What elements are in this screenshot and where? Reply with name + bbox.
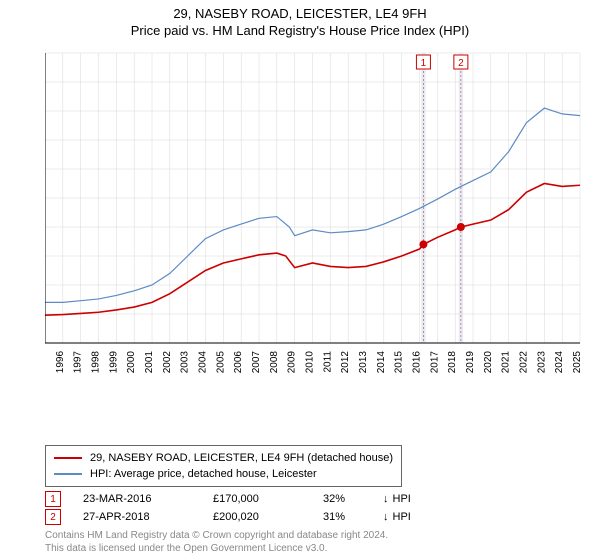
svg-text:2003: 2003 <box>180 351 191 374</box>
sales-table: 1 23-MAR-2016 £170,000 32% ↓ HPI 2 27-AP… <box>45 490 411 526</box>
arrow-down-icon: ↓ <box>383 511 389 523</box>
hpi-label: HPI <box>393 493 411 505</box>
marker-1: 1 <box>45 491 61 507</box>
svg-text:2023: 2023 <box>536 351 547 374</box>
legend-label: 29, NASEBY ROAD, LEICESTER, LE4 9FH (det… <box>90 452 393 464</box>
svg-text:2025: 2025 <box>572 351 583 374</box>
svg-text:2009: 2009 <box>287 351 298 374</box>
svg-text:2010: 2010 <box>305 351 316 374</box>
svg-text:2004: 2004 <box>198 351 209 374</box>
svg-text:1: 1 <box>421 58 427 69</box>
sale-row-1: 1 23-MAR-2016 £170,000 32% ↓ HPI <box>45 490 411 508</box>
sale-price: £170,000 <box>213 493 323 505</box>
legend-label: HPI: Average price, detached house, Leic… <box>90 468 317 480</box>
svg-text:2008: 2008 <box>269 351 280 374</box>
svg-text:1998: 1998 <box>91 351 102 374</box>
svg-text:2005: 2005 <box>215 351 226 374</box>
title-subtitle: Price paid vs. HM Land Registry's House … <box>0 23 600 38</box>
svg-text:2022: 2022 <box>519 351 530 374</box>
svg-text:2011: 2011 <box>322 351 333 373</box>
svg-text:2000: 2000 <box>126 351 137 374</box>
svg-text:2021: 2021 <box>501 351 512 374</box>
svg-text:2016: 2016 <box>412 351 423 374</box>
footer-line2: This data is licensed under the Open Gov… <box>45 543 388 556</box>
svg-text:2002: 2002 <box>162 351 173 374</box>
sale-row-2: 2 27-APR-2018 £200,020 31% ↓ HPI <box>45 508 411 526</box>
price-chart: £0£50K£100K£150K£200K£250K£300K£350K£400… <box>45 48 585 398</box>
chart-title: 29, NASEBY ROAD, LEICESTER, LE4 9FH Pric… <box>0 0 600 38</box>
svg-text:2019: 2019 <box>465 351 476 374</box>
svg-text:2017: 2017 <box>429 351 440 374</box>
sale-pct: 32% <box>323 493 383 505</box>
svg-text:2015: 2015 <box>394 351 405 374</box>
arrow-down-icon: ↓ <box>383 493 389 505</box>
svg-text:2001: 2001 <box>144 351 155 374</box>
sale-pct: 31% <box>323 511 383 523</box>
svg-text:1996: 1996 <box>55 351 66 374</box>
title-address: 29, NASEBY ROAD, LEICESTER, LE4 9FH <box>0 6 600 21</box>
legend-item-hpi: HPI: Average price, detached house, Leic… <box>54 466 393 482</box>
svg-text:2: 2 <box>458 58 464 69</box>
svg-text:2006: 2006 <box>233 351 244 374</box>
svg-text:2018: 2018 <box>447 351 458 374</box>
hpi-label: HPI <box>393 511 411 523</box>
svg-text:2014: 2014 <box>376 351 387 374</box>
legend-item-property: 29, NASEBY ROAD, LEICESTER, LE4 9FH (det… <box>54 450 393 466</box>
svg-text:2007: 2007 <box>251 351 262 374</box>
sale-date: 27-APR-2018 <box>83 511 213 523</box>
svg-text:2020: 2020 <box>483 351 494 374</box>
legend: 29, NASEBY ROAD, LEICESTER, LE4 9FH (det… <box>45 445 402 487</box>
svg-text:1997: 1997 <box>73 351 84 374</box>
svg-text:2012: 2012 <box>340 351 351 374</box>
footer-line1: Contains HM Land Registry data © Crown c… <box>45 530 388 543</box>
footer-attribution: Contains HM Land Registry data © Crown c… <box>45 530 388 555</box>
sale-date: 23-MAR-2016 <box>83 493 213 505</box>
marker-2: 2 <box>45 509 61 525</box>
svg-text:2013: 2013 <box>358 351 369 374</box>
svg-text:2024: 2024 <box>554 351 565 374</box>
svg-text:1999: 1999 <box>108 351 119 374</box>
svg-text:1995: 1995 <box>45 351 48 374</box>
sale-price: £200,020 <box>213 511 323 523</box>
